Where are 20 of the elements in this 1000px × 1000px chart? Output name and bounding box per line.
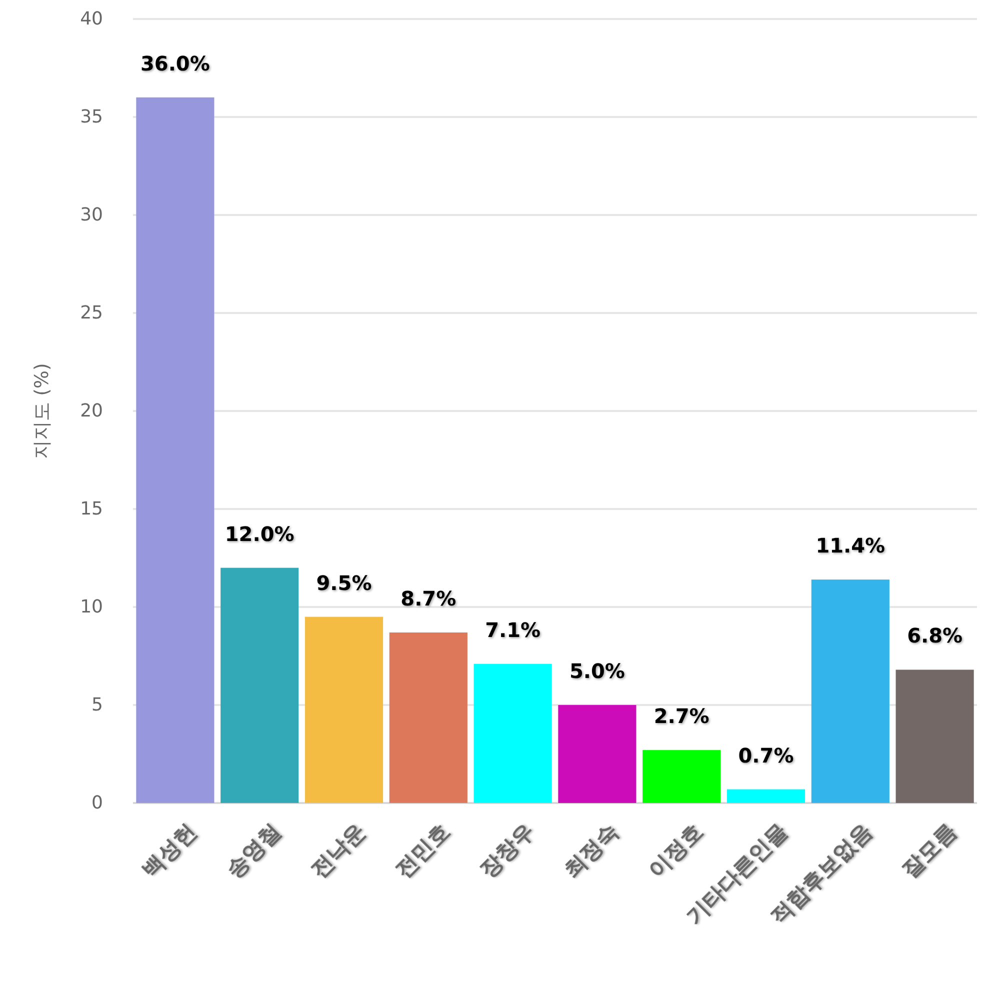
data-label: 0.7% [738, 743, 794, 768]
data-label: 9.5% [316, 570, 372, 595]
data-label: 36.0% [140, 51, 210, 76]
y-tick: 5 [92, 694, 103, 716]
y-tick: 20 [80, 400, 103, 422]
y-tick: 10 [80, 596, 103, 618]
data-label: 5.0% [569, 659, 625, 683]
y-tick: 30 [80, 204, 103, 226]
y-axis-title: 지지도 (%) [31, 363, 53, 459]
data-label: 7.1% [485, 618, 541, 642]
data-label: 6.8% [907, 624, 963, 648]
y-tick: 0 [92, 792, 103, 814]
data-label: 11.4% [816, 534, 886, 558]
data-label: 12.0% [224, 522, 294, 546]
y-tick: 25 [80, 302, 103, 324]
data-label: 2.7% [654, 704, 710, 728]
y-tick: 40 [80, 8, 103, 30]
data-label: 8.7% [400, 586, 456, 610]
y-tick: 35 [80, 106, 103, 128]
y-tick: 15 [80, 498, 103, 520]
